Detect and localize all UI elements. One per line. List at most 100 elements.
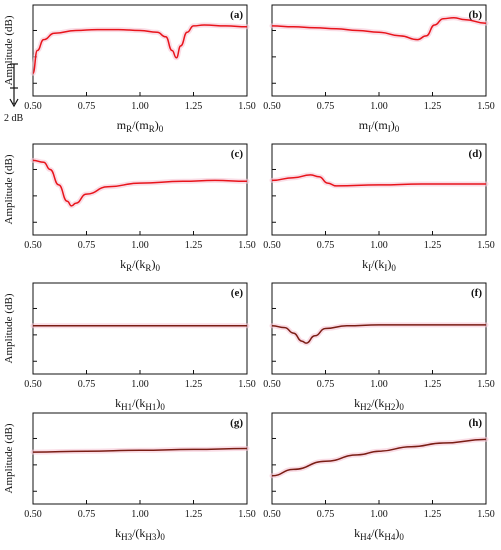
panel-f: 0.50 0.75 1.00 1.25 1.50(f)kH2/(kH2)0 (263, 282, 495, 412)
x-tick-label: 0.50 (24, 509, 42, 520)
series-line (32, 447, 248, 453)
x-title-sub: H1 (145, 402, 156, 412)
series-line (271, 174, 486, 187)
x-axis-title: mI/(mI)0 (359, 118, 400, 134)
plot-frame (271, 143, 487, 236)
panel-d: 0.50 0.75 1.00 1.25 1.50(d)kI/(kI)0 (263, 143, 495, 273)
x-tick-label: 0.75 (78, 101, 96, 112)
panel-b: 0.50 0.75 1.00 1.25 1.50 (b) mI/(mI)0 (263, 4, 495, 134)
series-line (32, 159, 248, 207)
x-tick-label: 0.50 (24, 379, 42, 390)
panel-label: (d) (469, 148, 483, 160)
x-title-ratio: /(k (132, 257, 145, 271)
series-band (269, 436, 489, 479)
x-tick-label: 0.75 (317, 379, 335, 390)
x-title-sub: R (149, 124, 155, 134)
x-title-sub: H4 (384, 532, 395, 542)
series-band (269, 15, 489, 43)
x-title-sub: 0 (155, 263, 160, 273)
x-title-paren: ) (395, 396, 399, 410)
x-title-ratio: /(m (371, 118, 388, 132)
x-title-sub: R (145, 263, 151, 273)
x-title-sub: I (368, 124, 371, 134)
x-title-sub: H2 (360, 402, 371, 412)
x-title-sub: H2 (384, 402, 395, 412)
x-tick-label: 1.25 (424, 379, 442, 390)
x-tick-label: 1.50 (477, 240, 495, 251)
plot-frame (32, 412, 248, 505)
x-title-var: k (354, 396, 360, 410)
x-tick-label: 1.50 (238, 509, 256, 520)
x-tick-label: 1.50 (238, 101, 256, 112)
x-title-sub: I (368, 263, 371, 273)
x-title-ratio: /(m (132, 118, 149, 132)
x-tick-label: 0.50 (263, 101, 281, 112)
x-tick-label: 0.50 (263, 240, 281, 251)
x-tick-label: 1.25 (185, 379, 203, 390)
x-title-var: m (359, 118, 369, 132)
y-axis-title: Amplitude (dB) (3, 293, 15, 363)
x-title-ratio: /(k (371, 526, 384, 540)
x-tick-label: 0.75 (78, 509, 96, 520)
x-tick-label: 1.00 (131, 240, 149, 251)
x-title-ratio: /(k (371, 396, 384, 410)
x-title-var: k (354, 526, 360, 540)
x-title-var: m (117, 118, 127, 132)
x-tick-label: 1.25 (424, 101, 442, 112)
panel-g: 0.50 0.75 1.00 1.25 1.50(g)kH3/(kH3)0Amplitu… (3, 412, 256, 542)
x-title-var: k (115, 526, 121, 540)
x-title-ratio: /(k (132, 396, 145, 410)
x-title-ratio: /(k (371, 257, 384, 271)
x-tick-label: 1.00 (370, 240, 388, 251)
x-tick-label: 0.50 (263, 379, 281, 390)
x-tick-label: 1.50 (477, 101, 495, 112)
x-title-paren: ) (151, 257, 155, 271)
x-title-paren: ) (155, 118, 159, 132)
x-axis-title: kR/(kR)0 (120, 257, 160, 273)
panel-a: 0.50 0.75 1.00 1.25 1.50(a)mR/(mR)0Amplitude… (3, 4, 256, 134)
x-tick-label: 1.00 (370, 101, 388, 112)
x-tick-label: 1.25 (185, 101, 203, 112)
x-axis-title: kI/(kI)0 (362, 257, 396, 273)
x-tick-label: 1.25 (424, 509, 442, 520)
plot-frame (32, 282, 248, 375)
panel-label: (g) (230, 417, 243, 429)
plot-frame (32, 4, 248, 97)
x-tick-label: 1.25 (424, 240, 442, 251)
x-axis-title: kH3/(kH3)0 (115, 526, 165, 542)
x-tick-label: 0.75 (78, 240, 96, 251)
x-tick-label: 1.50 (477, 509, 495, 520)
plot-frame (271, 412, 487, 505)
x-tick-label: 1.00 (131, 509, 149, 520)
scale-bar-arrow-icon (9, 88, 19, 108)
y-axis-title: Amplitude (dB) (3, 154, 15, 224)
x-tick-label: 1.50 (477, 379, 495, 390)
x-tick-label: 1.00 (370, 379, 388, 390)
x-title-paren: ) (156, 526, 160, 540)
panel-label: (f) (471, 287, 482, 299)
y-axis-title: Amplitude (dB) (3, 423, 15, 493)
series-line (271, 438, 487, 477)
series-line (32, 24, 248, 75)
x-title-paren: ) (387, 257, 391, 271)
x-title-var: k (362, 257, 368, 271)
x-title-sub: H3 (145, 532, 156, 542)
panel-label: (h) (469, 417, 483, 429)
x-tick-label: 0.75 (317, 101, 335, 112)
x-title-sub: 0 (399, 402, 404, 412)
panel-e: 0.50 0.75 1.00 1.25 1.50(e)kH1/(kH1)0Amplitu… (3, 282, 256, 412)
x-title-paren: ) (391, 118, 395, 132)
x-tick-label: 1.50 (238, 379, 256, 390)
panel-c: 0.50 0.75 1.00 1.25 1.50(c)kR/(kR)0Amplitude… (3, 143, 256, 273)
x-tick-label: 1.00 (131, 101, 149, 112)
panel-label: (c) (231, 148, 244, 160)
x-tick-label: 0.50 (24, 240, 42, 251)
x-title-sub: I (384, 263, 387, 273)
panel-label: (b) (469, 9, 483, 21)
x-tick-label: 0.75 (78, 379, 96, 390)
x-title-sub: H3 (121, 532, 132, 542)
x-title-sub: H4 (360, 532, 371, 542)
x-title-ratio: /(k (132, 526, 145, 540)
x-title-sub: 0 (160, 402, 165, 412)
